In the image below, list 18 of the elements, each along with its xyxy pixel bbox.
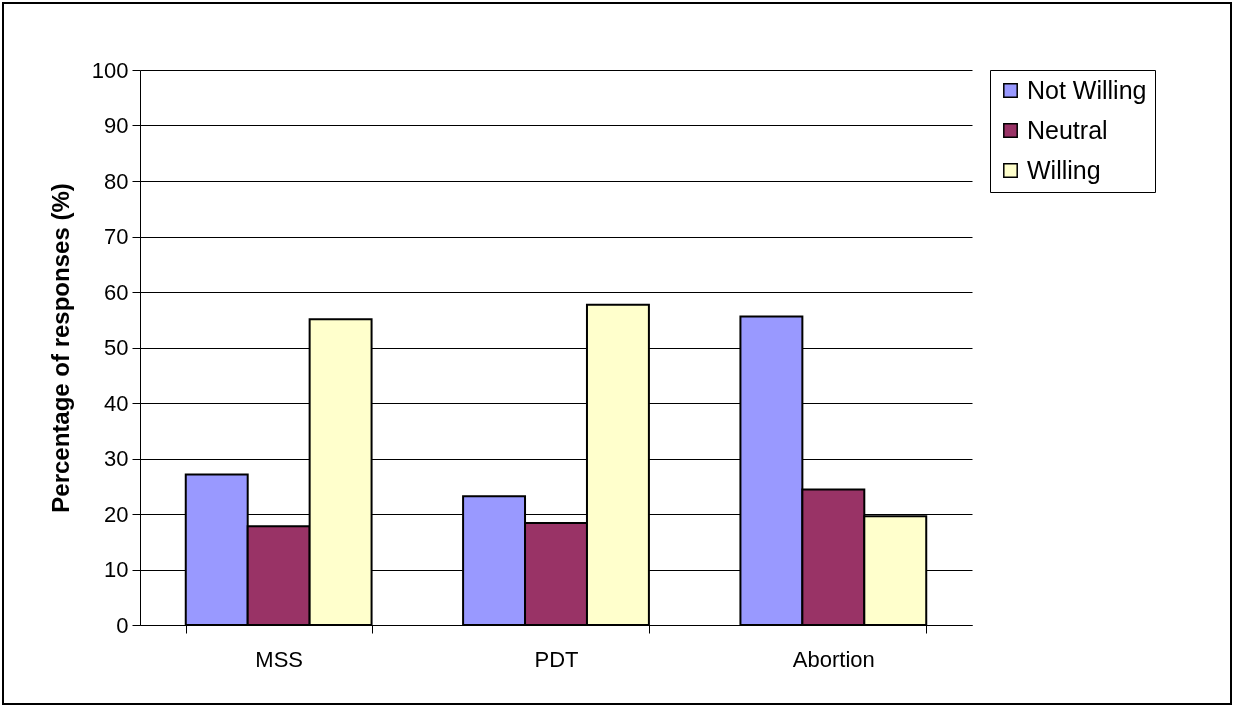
x-tick-label: PDT (534, 646, 579, 672)
y-tick-label: 60 (104, 279, 129, 305)
y-tick-label: 30 (104, 446, 129, 471)
y-tick-label: 70 (104, 224, 129, 249)
x-tick-label: Abortion (792, 646, 875, 672)
legend-label: Willing (1027, 155, 1101, 184)
y-tick-label: 80 (104, 168, 129, 194)
y-tick-label: 10 (104, 557, 129, 582)
y-axis-title: Percentage of responses (%) (46, 183, 74, 513)
y-tick-label: 100 (91, 57, 129, 83)
y-tick-label: 40 (104, 390, 129, 416)
y-tick-label: 90 (104, 113, 129, 138)
legend-label: Not Willing (1027, 75, 1147, 104)
x-tick-label: MSS (255, 646, 304, 672)
legend-label: Neutral (1027, 115, 1108, 144)
y-tick-label: 0 (116, 612, 129, 638)
y-tick-label: 50 (104, 335, 129, 360)
y-tick-label: 20 (104, 501, 129, 527)
